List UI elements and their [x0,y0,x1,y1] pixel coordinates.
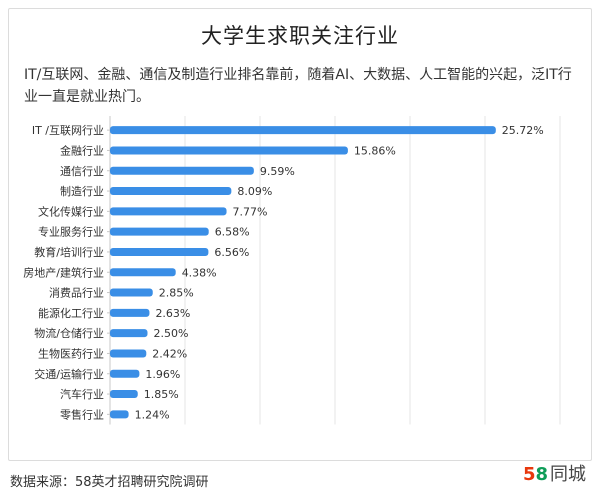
value-label: 2.42% [152,347,187,360]
category-label: 零售行业 [60,407,104,421]
value-label: 8.09% [237,185,272,198]
value-label: 1.96% [145,368,180,381]
value-label: 6.58% [215,226,250,239]
category-label: 消费品行业 [49,286,104,300]
logo-text: 同城 [550,464,586,485]
bar [110,187,232,196]
value-label: 15.86% [354,144,396,157]
value-label: 2.50% [154,327,189,340]
value-label: 4.38% [182,266,217,279]
bar [110,410,129,419]
category-label: 能源化工行业 [38,306,104,320]
category-label: 生物医药行业 [38,346,104,360]
bar [110,390,138,399]
value-label: 6.56% [214,246,249,259]
bar [110,207,227,216]
bar [110,329,148,338]
bar [110,288,153,297]
value-label: 2.63% [155,307,190,320]
logo-digit-8: 8 [535,464,548,485]
category-label: 专业服务行业 [38,225,104,239]
category-label: 交通/运输行业 [34,367,104,381]
bar [110,308,150,317]
bar [110,227,209,236]
logo-digit-5: 5 [522,464,536,485]
bar [110,146,348,155]
value-label: 9.59% [260,165,295,178]
value-label: 7.77% [233,205,268,218]
category-label: 物流/仓储行业 [34,326,104,340]
bar [110,126,496,135]
category-label: 制造行业 [60,184,104,198]
category-label: 通信行业 [60,165,104,178]
category-label: 教育/培训行业 [34,245,104,259]
bar [110,247,209,256]
bar-chart: IT /互联网行业 25.72% 金融行业 15.86% 通信行业 9.59% 制造行业 8.… [23,116,561,425]
data-source-note: 数据来源：58英才招聘研究院调研 [10,475,209,490]
chart-subtitle: IT/互联网、金融、通信及制造行业排名靠前，随着AI、大数据、人工智能的兴起，泛… [24,67,572,105]
bar [110,166,254,175]
category-label: IT /互联网行业 [32,124,104,137]
value-label: 25.72% [502,124,544,137]
category-label: 房地产/建筑行业 [23,265,104,279]
chart-frame [8,8,592,461]
category-label: 金融行业 [60,143,104,157]
chart-title: 大学生求职关注行业 [201,24,399,48]
bar [110,268,176,277]
bar [110,349,147,358]
value-label: 2.85% [159,287,194,300]
brand-logo: 58 同城 [523,463,586,487]
bar [110,369,140,378]
value-label: 1.24% [135,408,170,421]
category-label: 汽车行业 [60,387,104,401]
category-label: 文化传媒行业 [38,204,104,218]
value-label: 1.85% [144,388,179,401]
